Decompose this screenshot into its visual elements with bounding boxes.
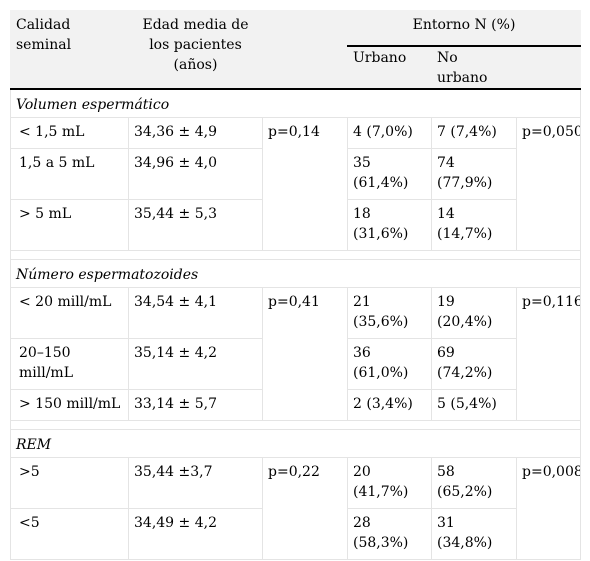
cell-urbano: 20 (41,7%) bbox=[347, 457, 432, 509]
cell-p-entorno: p=0,008 bbox=[516, 457, 581, 560]
cell-urbano: 4 (7,0%) bbox=[347, 117, 432, 149]
cell-calidad: <5 bbox=[10, 508, 129, 560]
table-row: < 20 mill/mL 34,54 ± 4,1 p=0,41 21 (35,6… bbox=[10, 287, 581, 421]
cell-urbano: 18 (31,6%) bbox=[347, 199, 432, 251]
section-title: Número espermatozoides bbox=[10, 259, 581, 288]
cell-no-urbano: 19 (20,4%) bbox=[431, 287, 517, 339]
spacer-row bbox=[10, 250, 581, 260]
cell-no-urbano: 74 (77,9%) bbox=[431, 148, 517, 200]
table-row: >5 35,44 ±3,7 p=0,22 20 (41,7%) 58 (65,2… bbox=[10, 457, 581, 560]
cell-edad: 35,44 ± 5,3 bbox=[128, 199, 263, 251]
header-calidad: Calidad seminal bbox=[10, 10, 129, 90]
spacer-row bbox=[10, 420, 581, 430]
table-row: > 5 mL 35,44 ± 5,3 18 (31,6%) 14 (14,7%) bbox=[10, 199, 581, 251]
data-table: Calidad seminal Edad media de los pacien… bbox=[10, 10, 581, 560]
cell-calidad: 1,5 a 5 mL bbox=[10, 148, 129, 200]
cell-no-urbano: 14 (14,7%) bbox=[431, 199, 517, 251]
cell-calidad: > 150 mill/mL bbox=[10, 389, 129, 421]
section-row: Número espermatozoides bbox=[10, 259, 581, 288]
cell-urbano: 36 (61,0%) bbox=[347, 338, 432, 390]
cell-edad: 34,36 ± 4,9 bbox=[128, 117, 263, 149]
cell-no-urbano: 58 (65,2%) bbox=[431, 457, 517, 509]
cell-edad: 33,14 ± 5,7 bbox=[128, 389, 263, 421]
table-row: <5 34,49 ± 4,2 28 (58,3%) 31 (34,8%) bbox=[10, 508, 581, 560]
table-row: < 1,5 mL 34,36 ± 4,9 p=0,14 4 (7,0%) 7 (… bbox=[10, 117, 581, 251]
header-urbano: Urbano bbox=[347, 45, 432, 90]
cell-edad: 34,54 ± 4,1 bbox=[128, 287, 263, 339]
header-row: Calidad seminal Edad media de los pacien… bbox=[10, 10, 581, 90]
section-row: REM bbox=[10, 429, 581, 458]
cell-urbano: 35 (61,4%) bbox=[347, 148, 432, 200]
cell-p-entorno: p=0,050 bbox=[516, 117, 581, 251]
section-row: Volumen espermático bbox=[10, 88, 581, 118]
cell-no-urbano: 69 (74,2%) bbox=[431, 338, 517, 390]
cell-edad: 35,14 ± 4,2 bbox=[128, 338, 263, 390]
cell-calidad: < 1,5 mL bbox=[10, 117, 129, 149]
table-row: 20–150 mill/mL 35,14 ± 4,2 36 (61,0%) 69… bbox=[10, 338, 581, 390]
header-entorno: Entorno N (%) bbox=[347, 10, 581, 47]
cell-calidad: > 5 mL bbox=[10, 199, 129, 251]
cell-edad: 35,44 ±3,7 bbox=[128, 457, 263, 509]
subheader-row: Urbano No urbano bbox=[11, 45, 581, 90]
spacer-cell bbox=[10, 420, 581, 430]
header-no-urbano: No urbano bbox=[431, 45, 517, 90]
section-title: Volumen espermático bbox=[10, 88, 581, 118]
section-title: REM bbox=[10, 429, 581, 458]
cell-p-edad: p=0,41 bbox=[262, 287, 348, 421]
cell-p-entorno: p=0,116 bbox=[516, 287, 581, 421]
header-blank-p bbox=[262, 10, 348, 90]
cell-urbano: 2 (3,4%) bbox=[347, 389, 432, 421]
cell-no-urbano: 5 (5,4%) bbox=[431, 389, 517, 421]
spacer-cell bbox=[10, 250, 581, 260]
cell-calidad: >5 bbox=[10, 457, 129, 509]
cell-p-edad: p=0,22 bbox=[262, 457, 348, 560]
cell-edad: 34,49 ± 4,2 bbox=[128, 508, 263, 560]
header-edad: Edad media de los pacientes (años) bbox=[128, 10, 263, 90]
cell-no-urbano: 31 (34,8%) bbox=[431, 508, 517, 560]
cell-urbano: 28 (58,3%) bbox=[347, 508, 432, 560]
cell-calidad: < 20 mill/mL bbox=[10, 287, 129, 339]
cell-edad: 34,96 ± 4,0 bbox=[128, 148, 263, 200]
table-row: 1,5 a 5 mL 34,96 ± 4,0 35 (61,4%) 74 (77… bbox=[10, 148, 581, 200]
cell-no-urbano: 7 (7,4%) bbox=[431, 117, 517, 149]
cell-calidad: 20–150 mill/mL bbox=[10, 338, 129, 390]
cell-urbano: 21 (35,6%) bbox=[347, 287, 432, 339]
header-blank-entorno bbox=[516, 45, 581, 90]
cell-p-edad: p=0,14 bbox=[262, 117, 348, 251]
